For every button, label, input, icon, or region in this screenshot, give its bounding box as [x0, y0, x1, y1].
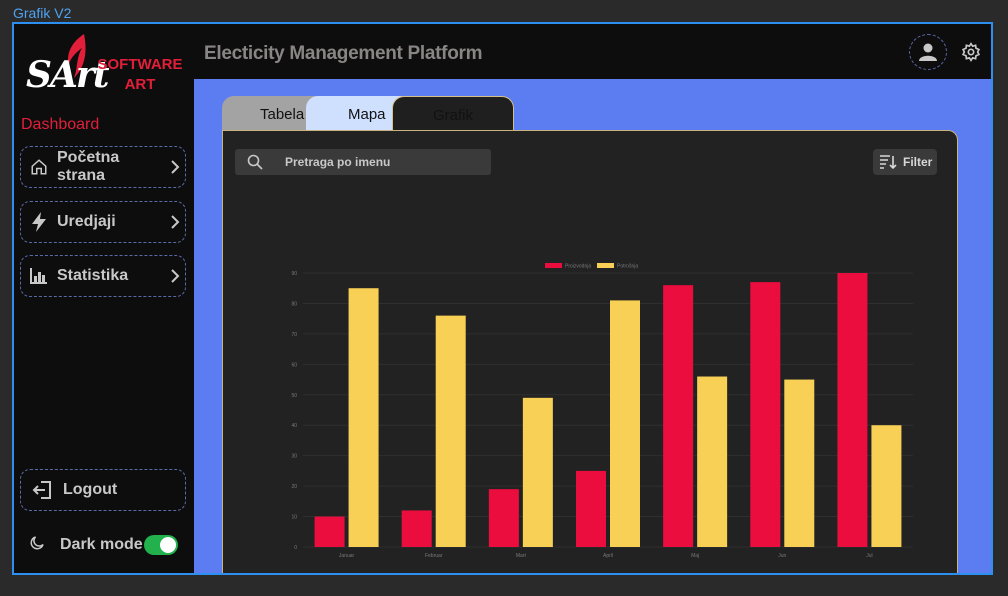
- logo: SArt SOFTWARE ART: [26, 32, 191, 112]
- x-tick-label: Januar: [339, 553, 355, 559]
- logo-mark: SArt: [26, 54, 110, 96]
- y-tick-label: 30: [291, 454, 297, 460]
- sidebar: SArt SOFTWARE ART Dashboard Početna stra…: [14, 24, 194, 573]
- tab-label: Mapa: [348, 105, 386, 123]
- user-icon: [919, 43, 937, 61]
- avatar[interactable]: [909, 34, 947, 70]
- tab-label: Tabela: [260, 105, 305, 123]
- logo-line2: ART: [124, 76, 156, 93]
- y-tick-label: 10: [291, 515, 297, 521]
- bar-potronja: [697, 376, 728, 547]
- sidebar-item-label: Početna strana: [57, 149, 120, 184]
- y-tick-label: 70: [291, 332, 297, 338]
- bar-potronja: [435, 315, 466, 547]
- legend-label: Potrošnja: [617, 264, 638, 270]
- y-tick-label: 0: [294, 545, 297, 551]
- dark-mode-toggle[interactable]: [144, 535, 178, 555]
- sidebar-item-statistika[interactable]: Statistika: [20, 255, 186, 297]
- x-tick-label: April: [603, 553, 613, 559]
- moon-icon: [28, 534, 60, 557]
- legend-label: Proizvodnja: [565, 264, 591, 270]
- filter-label: Filter: [903, 155, 933, 169]
- y-tick-label: 90: [291, 271, 297, 277]
- bar-potronja: [348, 288, 379, 547]
- bar-proizvodnja: [576, 470, 606, 547]
- y-tick-label: 20: [291, 484, 297, 490]
- bar-proizvodnja: [488, 489, 519, 547]
- legend-swatch: [597, 263, 614, 268]
- bar-potronja: [784, 379, 815, 547]
- search-icon: [235, 154, 275, 170]
- x-tick-label: Jun: [778, 553, 786, 559]
- flame-icon: [67, 34, 86, 78]
- sidebar-item-pocetna-strana[interactable]: Početna strana: [20, 146, 186, 188]
- bar-potronja: [871, 425, 902, 547]
- bar-potronja: [522, 397, 553, 547]
- chevron-right-icon: [165, 160, 185, 174]
- sort-filter-icon: [873, 154, 903, 170]
- search-input[interactable]: [285, 155, 485, 169]
- logo-line1: SOFTWARE: [97, 56, 183, 73]
- home-icon: [21, 158, 57, 176]
- search-bar[interactable]: [235, 149, 491, 175]
- lightning-icon: [21, 212, 57, 232]
- tab-label: Grafik: [432, 106, 473, 124]
- dashboard-label: Dashboard: [21, 116, 100, 133]
- bar-proizvodnja: [837, 273, 868, 547]
- x-tick-label: Februar: [425, 553, 443, 559]
- dark-mode-row: Dark mode: [28, 532, 188, 558]
- chart-panel: Filter 0 10 20 30 40 50 60 70 80 90 Januar Februar M…: [222, 130, 958, 573]
- gear-icon[interactable]: [961, 42, 981, 67]
- x-tick-label: Jul: [866, 553, 872, 559]
- bar-chart-icon: [21, 268, 57, 284]
- app-window: SArt SOFTWARE ART Dashboard Početna stra…: [12, 22, 993, 575]
- bar-proizvodnja: [750, 282, 781, 547]
- page-title: Electicity Management Platform: [204, 43, 483, 64]
- sidebar-item-uredjaji[interactable]: Uredjaji: [20, 201, 186, 243]
- sidebar-item-label: Statistika: [57, 267, 129, 284]
- logout-label: Logout: [63, 481, 118, 498]
- header: Electicity Management Platform: [194, 24, 991, 79]
- y-tick-label: 50: [291, 393, 297, 399]
- logo-text: SOFTWARE ART: [90, 55, 190, 95]
- sidebar-item-label: Uredjaji: [57, 213, 116, 230]
- chevron-right-icon: [165, 269, 185, 283]
- x-tick-label: Maj: [691, 553, 699, 559]
- dark-mode-label: Dark mode: [60, 536, 143, 553]
- bar-proizvodnja: [314, 516, 345, 547]
- tab-grafik[interactable]: Grafik: [392, 96, 514, 133]
- bar-proizvodnja: [663, 285, 694, 547]
- logout-button[interactable]: Logout: [20, 469, 186, 511]
- bar-proizvodnja: [401, 510, 432, 547]
- filter-button[interactable]: Filter: [873, 149, 937, 175]
- y-tick-label: 40: [291, 423, 297, 429]
- y-tick-label: 80: [291, 301, 297, 307]
- y-tick-label: 60: [291, 362, 297, 368]
- bar-chart: 0 10 20 30 40 50 60 70 80 90 Januar Februar Mart Apri…: [291, 263, 913, 559]
- logout-icon: [21, 481, 63, 499]
- x-tick-label: Mart: [516, 553, 527, 559]
- chevron-right-icon: [165, 215, 185, 229]
- bar-potronja: [610, 300, 640, 547]
- legend-swatch: [545, 263, 562, 268]
- frame-label: Grafik V2: [13, 5, 72, 21]
